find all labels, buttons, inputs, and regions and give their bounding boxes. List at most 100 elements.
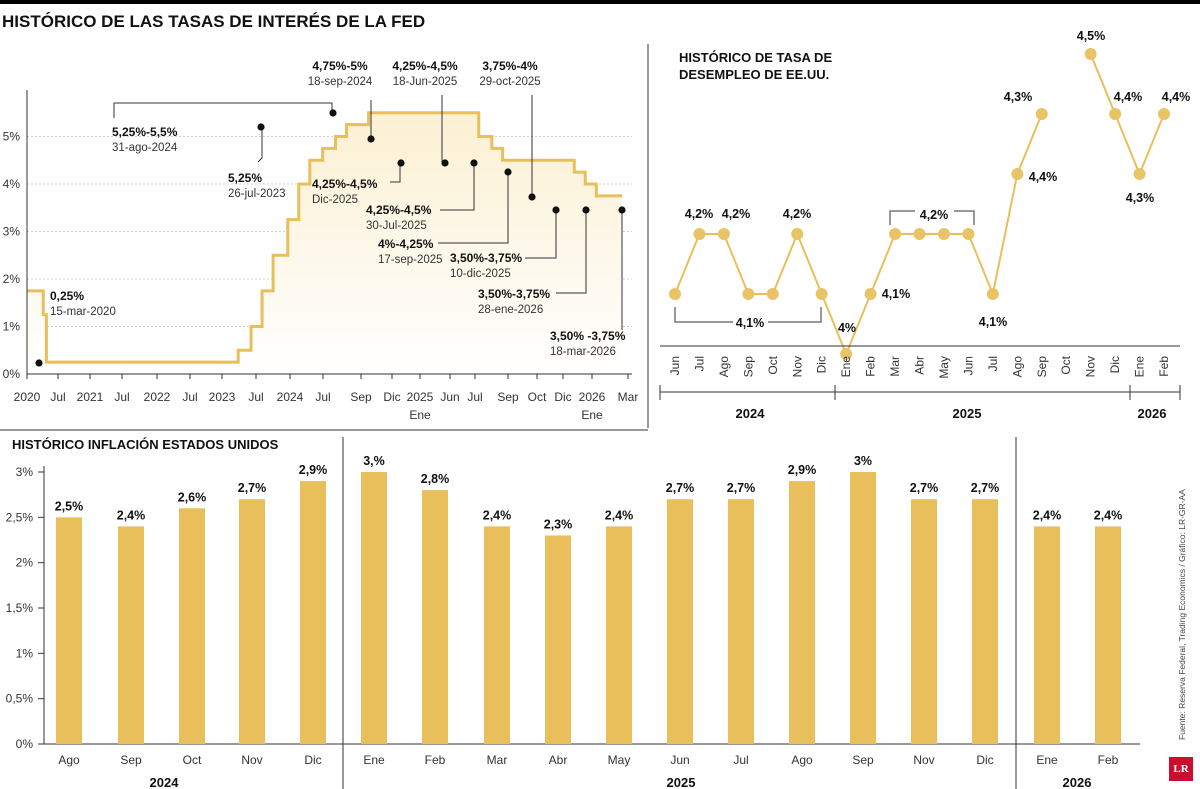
chart1-annotation-date: 18-Jun-2025: [393, 76, 458, 88]
chart3-year-label: 2024: [150, 775, 180, 789]
chart1-y-tick-label: 3%: [3, 225, 21, 239]
chart1-annotation-label: 4,75%-5%: [312, 59, 368, 73]
chart2-x-tick-label: Ene: [1133, 356, 1147, 378]
chart3-bar: [789, 481, 815, 744]
chart2-x-tick-label: Jun: [668, 356, 682, 375]
chart3-x-tick-label: Dic: [304, 753, 321, 767]
chart2-point: [669, 288, 681, 300]
chart1-x-tick-label: 2025: [407, 390, 434, 404]
chart1-annotation-date: 29-oct-2025: [479, 76, 540, 88]
chart1-y-tick-label: 1%: [3, 320, 21, 334]
chart1-annotation-label: 3,75%-4%: [482, 59, 538, 73]
chart1-point-marker: [528, 193, 536, 201]
chart1-x-tick-sublabel: Ene: [581, 408, 603, 422]
chart3-y-tick-label: 0%: [16, 737, 34, 751]
chart2-value-label: 4,2%: [783, 207, 812, 221]
chart2-value-label: 4%: [838, 321, 856, 335]
chart3-value-label: 2,4%: [1033, 508, 1062, 522]
chart2-value-label: 4,4%: [1114, 90, 1143, 104]
chart2-x-tick-label: Sep: [741, 356, 755, 378]
chart1-x-tick-label: Dic: [383, 390, 400, 404]
chart1-point-marker: [504, 168, 512, 176]
chart1-point-marker: [397, 159, 405, 167]
chart2-value-label: 4,2%: [920, 208, 949, 222]
chart1-point-marker: [367, 135, 375, 143]
chart1-x-tick-label: 2024: [277, 390, 304, 404]
chart1-y-tick-label: 4%: [3, 177, 21, 191]
chart1-x-tick-label: Sep: [497, 390, 519, 404]
chart2-title: DESEMPLEO DE EE.UU.: [679, 67, 829, 82]
chart3-bar: [118, 526, 144, 744]
chart2-bracket: [674, 307, 733, 323]
chart2-x-tick-label: Dic: [815, 356, 829, 373]
chart1-x-tick-label: Jul: [114, 390, 129, 404]
chart1-annotation-date: 18-sep-2024: [308, 76, 373, 88]
chart2-title: HISTÓRICO DE TASA DE: [679, 50, 832, 65]
chart3-x-tick-label: May: [608, 753, 631, 767]
chart3-value-label: 2,4%: [117, 508, 146, 522]
chart3-x-tick-label: Sep: [852, 753, 874, 767]
chart1-x-tick-label: 2020: [14, 390, 41, 404]
chart2-x-tick-label: Jul: [986, 356, 1000, 371]
chart2-point: [766, 288, 779, 300]
chart1-point-marker: [441, 159, 449, 167]
chart2-point: [962, 228, 975, 240]
chart1-annotation-date: 28-ene-2026: [478, 304, 543, 316]
chart1-annotation-date: 30-Jul-2025: [366, 220, 427, 232]
chart2-value-label: 4,4%: [1162, 90, 1191, 104]
chart3-x-tick-label: Mar: [487, 753, 508, 767]
chart2-bracket: [954, 210, 975, 225]
chart1-x-tick-label: 2026: [579, 390, 606, 404]
chart1-y-tick-label: 0%: [3, 367, 21, 381]
chart1-annotation-leader: [113, 102, 333, 118]
chart3-bar: [1095, 526, 1121, 744]
chart2-point: [815, 288, 828, 300]
chart2-point: [986, 288, 999, 300]
top-rule: [0, 0, 1200, 4]
chart3-bar: [179, 508, 205, 744]
chart1-annotation-label: 4%-4,25%: [378, 237, 434, 251]
chart1-annotation-label: 0,25%: [50, 289, 84, 303]
chart1-point-marker: [618, 206, 626, 214]
chart3-value-label: 2,3%: [544, 517, 573, 531]
chart1-annotation-label: 4,25%-4,5%: [312, 177, 378, 191]
chart2-x-tick-label: Jun: [961, 356, 975, 375]
chart2-bracket: [768, 307, 822, 323]
chart2-x-tick-label: Nov: [790, 356, 804, 377]
chart2-value-label: 4,1%: [979, 315, 1008, 329]
chart1-annotation-label: 5,25%-5,5%: [112, 125, 178, 139]
chart1-annotation-date: 15-mar-2020: [50, 306, 116, 318]
chart2-value-label: 4,2%: [685, 207, 714, 221]
chart1-x-tick-label: Jul: [315, 390, 330, 404]
chart3-x-tick-label: Nov: [913, 753, 934, 767]
chart1-x-tick-label: Jun: [440, 390, 459, 404]
chart1-annotation-leader: [257, 127, 263, 163]
chart3-x-tick-label: Abr: [549, 753, 568, 767]
chart3-x-tick-label: Ago: [791, 753, 813, 767]
chart3-value-label: 2,6%: [178, 490, 207, 504]
chart1-x-tick-label: Jul: [50, 390, 65, 404]
chart2-x-tick-label: May: [937, 356, 951, 379]
chart3-bar: [56, 517, 82, 744]
chart2-bracket: [889, 210, 915, 225]
chart3-bar: [606, 526, 632, 744]
chart1-point-marker: [470, 159, 478, 167]
chart1-annotation-leader: [556, 210, 587, 294]
chart1-x-tick-label: Dic: [554, 390, 571, 404]
chart3-value-label: 2,7%: [727, 481, 756, 495]
chart2-point: [913, 228, 926, 240]
chart1-x-tick-sublabel: Ene: [409, 408, 431, 422]
chart2-x-tick-label: Sep: [1035, 356, 1049, 378]
chart1-x-tick-label: Jul: [467, 390, 482, 404]
chart3-value-label: 2,7%: [238, 481, 267, 495]
chart2-value-label: 4,1%: [736, 316, 765, 330]
chart2-point: [1109, 108, 1122, 120]
chart1-y-tick-label: 2%: [3, 272, 21, 286]
chart2-x-tick-label: Nov: [1084, 356, 1098, 377]
chart2-x-tick-label: Ago: [717, 356, 731, 378]
chart1-annotation-leader: [390, 163, 401, 183]
chart1-y-tick-label: 5%: [3, 130, 21, 144]
chart2-value-label: 4,3%: [1004, 90, 1033, 104]
chart2-series-line: [1089, 53, 1165, 177]
chart2-value-label: 4,3%: [1126, 191, 1155, 205]
